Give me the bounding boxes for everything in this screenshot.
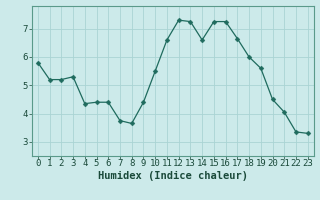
- X-axis label: Humidex (Indice chaleur): Humidex (Indice chaleur): [98, 171, 248, 181]
